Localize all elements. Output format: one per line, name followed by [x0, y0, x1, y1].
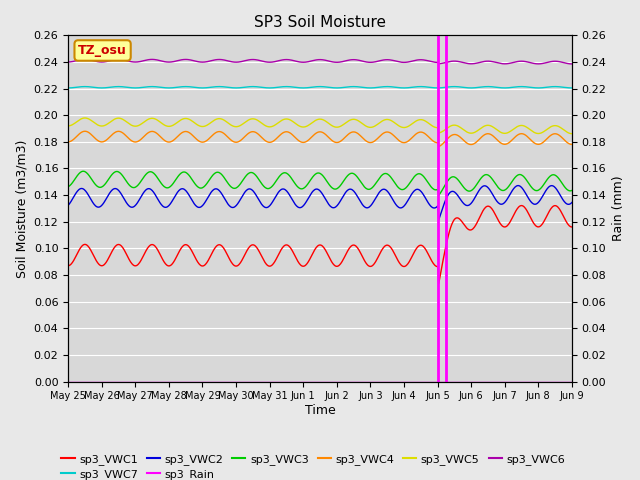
Title: SP3 Soil Moisture: SP3 Soil Moisture — [254, 15, 386, 30]
X-axis label: Time: Time — [305, 404, 335, 417]
Legend: sp3_VWC1, sp3_VWC2, sp3_VWC3, sp3_VWC4, sp3_VWC5, sp3_VWC6: sp3_VWC1, sp3_VWC2, sp3_VWC3, sp3_VWC4, … — [57, 450, 570, 469]
Text: TZ_osu: TZ_osu — [78, 44, 127, 57]
Y-axis label: Rain (mm): Rain (mm) — [612, 176, 625, 241]
Legend: sp3_VWC7, sp3_Rain: sp3_VWC7, sp3_Rain — [57, 464, 219, 480]
Y-axis label: Soil Moisture (m3/m3): Soil Moisture (m3/m3) — [15, 139, 28, 277]
